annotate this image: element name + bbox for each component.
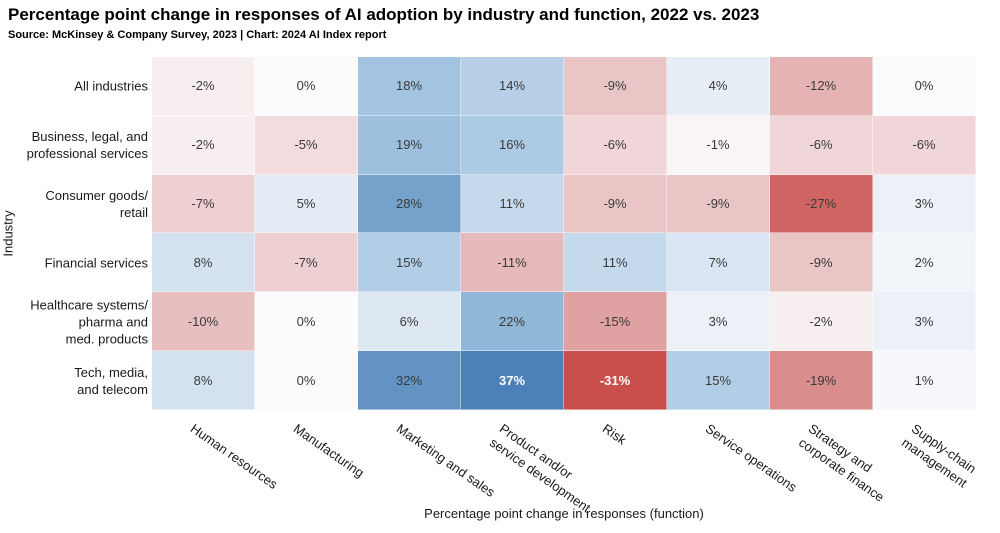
- x-tick-label: Human resources: [187, 420, 280, 492]
- heatmap-cell: 6%: [358, 292, 461, 352]
- heatmap-cell: -9%: [564, 57, 667, 116]
- x-axis-title: Percentage point change in responses (fu…: [424, 506, 704, 521]
- heatmap-cell: 5%: [255, 174, 358, 234]
- heatmap-cell: -6%: [873, 115, 976, 175]
- y-tick-label: Tech, media, and telecom: [74, 364, 148, 397]
- y-tick-label: Consumer goods/retail: [45, 188, 148, 221]
- heatmap-cell: 18%: [358, 57, 461, 116]
- heatmap-cell: 2%: [873, 233, 976, 293]
- heatmap-cell: 0%: [255, 292, 358, 352]
- heatmap-cell: 0%: [255, 351, 358, 410]
- heatmap-cell: 19%: [358, 115, 461, 175]
- x-tick-label: Product and/or service development: [486, 420, 593, 516]
- heatmap-cell: 8%: [152, 233, 255, 293]
- y-tick-label: Business, legal, and professional service…: [26, 129, 148, 162]
- heatmap-cell: -6%: [564, 115, 667, 175]
- heatmap-cell: 3%: [873, 292, 976, 352]
- chart-title: Percentage point change in responses of …: [8, 5, 760, 24]
- y-tick-label: All industries: [74, 78, 148, 94]
- heatmap-cell: 16%: [461, 115, 564, 175]
- heatmap-cell: -19%: [770, 351, 873, 410]
- chart-source-note: Source: McKinsey & Company Survey, 2023 …: [8, 29, 387, 41]
- heatmap-cell: 15%: [358, 233, 461, 293]
- heatmap-cell: 0%: [873, 57, 976, 116]
- heatmap-cell: 7%: [667, 233, 770, 293]
- heatmap-cell: -2%: [770, 292, 873, 352]
- heatmap-cell: -9%: [667, 174, 770, 234]
- heatmap-cell: 3%: [667, 292, 770, 352]
- heatmap-cell: 11%: [564, 233, 667, 293]
- heatmap-cell: 3%: [873, 174, 976, 234]
- x-tick-label: Risk: [599, 420, 629, 448]
- y-tick-label: Financial services: [44, 255, 148, 271]
- heatmap-cell: -27%: [770, 174, 873, 234]
- heatmap-cell: 0%: [255, 57, 358, 116]
- heatmap-cell: 4%: [667, 57, 770, 116]
- heatmap-cell: 1%: [873, 351, 976, 410]
- heatmap-cell: 22%: [461, 292, 564, 352]
- heatmap-cell: -1%: [667, 115, 770, 175]
- heatmap-cell: -7%: [255, 233, 358, 293]
- heatmap-cell: -2%: [152, 115, 255, 175]
- heatmap-cell: 11%: [461, 174, 564, 234]
- heatmap-cell: -31%: [564, 351, 667, 410]
- heatmap-cell: -15%: [564, 292, 667, 352]
- x-tick-label: Marketing and sales: [393, 420, 498, 500]
- heatmap-cell: 32%: [358, 351, 461, 410]
- heatmap-cell: -2%: [152, 57, 255, 116]
- heatmap-cell: -6%: [770, 115, 873, 175]
- x-tick-label: Supply-chain management: [898, 420, 979, 491]
- heatmap-cell: -9%: [770, 233, 873, 293]
- heatmap-cell: -5%: [255, 115, 358, 175]
- x-tick-label: Service operations: [702, 420, 800, 495]
- heatmap-grid: -2% 0% 18% 14% -9% 4% -12% 0% -2% -5% 19% 16% -6% -1%…: [152, 57, 976, 410]
- heatmap-cell: 15%: [667, 351, 770, 410]
- heatmap-cell: 8%: [152, 351, 255, 410]
- heatmap-cell: -12%: [770, 57, 873, 116]
- heatmap-cell: 37%: [461, 351, 564, 410]
- heatmap-cell: 14%: [461, 57, 564, 116]
- y-axis-title: Industry: [0, 210, 16, 257]
- x-tick-label: Strategy and corporate finance: [795, 420, 887, 505]
- heatmap-cell: -11%: [461, 233, 564, 293]
- y-tick-label: Healthcare systems/pharma and med. produc…: [30, 297, 148, 347]
- heatmap-cell: -7%: [152, 174, 255, 234]
- heatmap-cell: -9%: [564, 174, 667, 234]
- heatmap-cell: -10%: [152, 292, 255, 352]
- heatmap-cell: 28%: [358, 174, 461, 234]
- x-tick-label: Manufacturing: [290, 420, 367, 481]
